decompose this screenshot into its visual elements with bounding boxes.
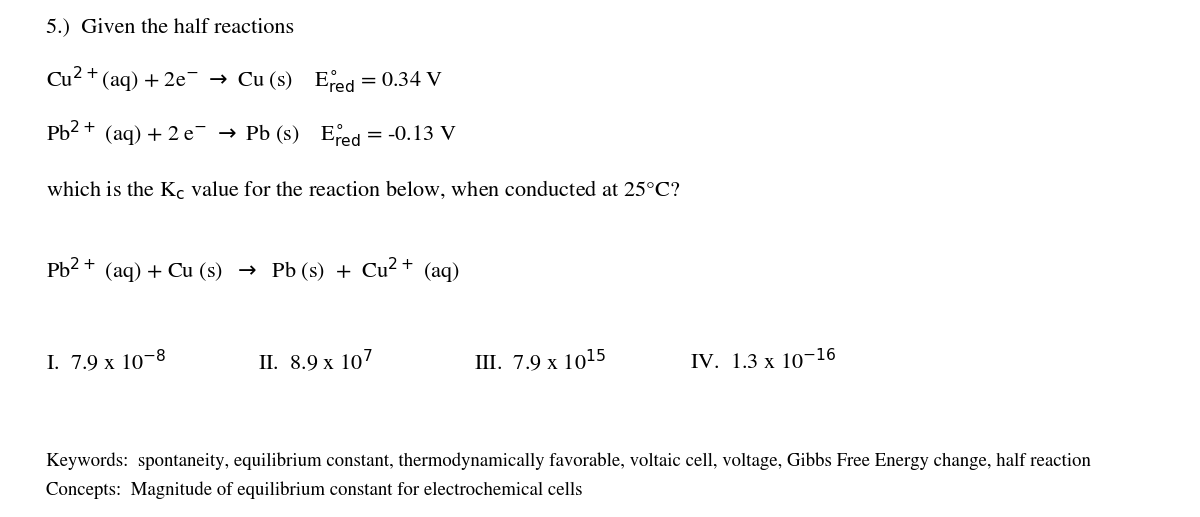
Text: Cu$^{2+}$(aq) + 2e$^{-}$ $\rightarrow$ Cu (s)    E$^{\circ}_{\rm red}$ = 0.34 V: Cu$^{2+}$(aq) + 2e$^{-}$ $\rightarrow$ C… [46,65,443,96]
Text: 5.)  Given the half reactions: 5.) Given the half reactions [46,17,294,37]
Text: III.  7.9 x 10$^{15}$: III. 7.9 x 10$^{15}$ [474,348,606,375]
Text: which is the K$_{\rm c}$ value for the reaction below, when conducted at 25°C?: which is the K$_{\rm c}$ value for the r… [46,179,680,202]
Text: Keywords:  spontaneity, equilibrium constant, thermodynamically favorable, volta: Keywords: spontaneity, equilibrium const… [46,453,1091,470]
Text: I.  7.9 x 10$^{-8}$: I. 7.9 x 10$^{-8}$ [46,348,166,375]
Text: IV.  1.3 x 10$^{-16}$: IV. 1.3 x 10$^{-16}$ [690,349,836,375]
Text: Pb$^{2+}$ (aq) + 2 e$^{-}$ $\rightarrow$ Pb (s)    E$^{\circ}_{\rm red}$ = -0.13: Pb$^{2+}$ (aq) + 2 e$^{-}$ $\rightarrow$… [46,119,456,150]
Text: Concepts:  Magnitude of equilibrium constant for electrochemical cells: Concepts: Magnitude of equilibrium const… [46,481,582,499]
Text: Pb$^{2+}$ (aq) + Cu (s)  $\rightarrow$  Pb (s)  +  Cu$^{2+}$ (aq): Pb$^{2+}$ (aq) + Cu (s) $\rightarrow$ Pb… [46,256,460,286]
Text: II.  8.9 x 10$^{7}$: II. 8.9 x 10$^{7}$ [258,348,372,375]
